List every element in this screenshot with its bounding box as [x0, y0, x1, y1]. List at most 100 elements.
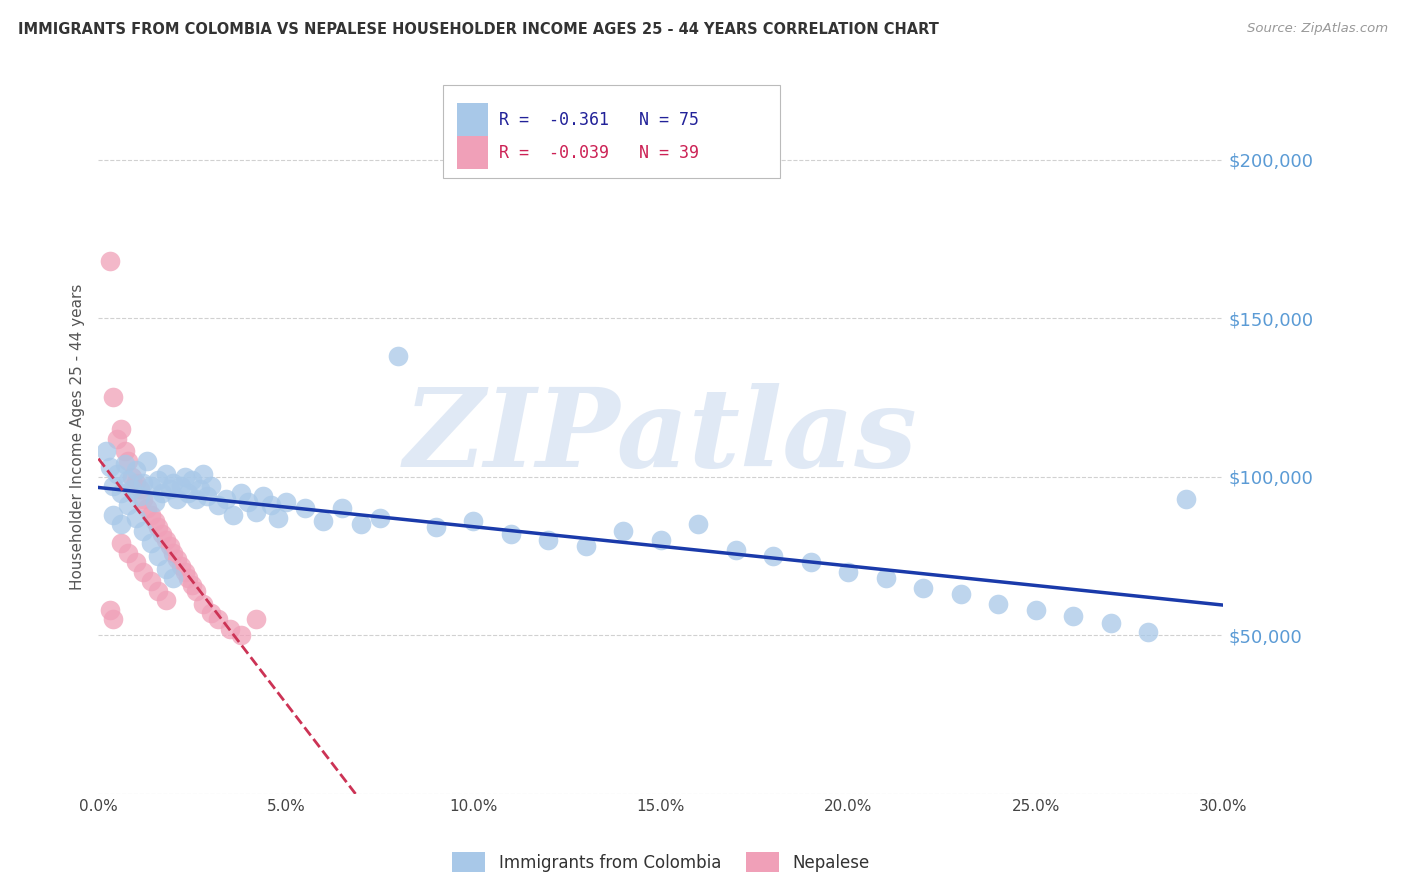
Point — [148, 549, 170, 563]
Point — [252, 489, 274, 503]
Point — [650, 533, 672, 548]
Point — [1025, 603, 1047, 617]
Point — [110, 485, 132, 500]
Point — [98, 460, 121, 475]
Point — [103, 479, 125, 493]
Point — [207, 498, 229, 512]
Point — [155, 593, 177, 607]
Text: R =  -0.361   N = 75: R = -0.361 N = 75 — [499, 111, 699, 128]
Point — [912, 581, 935, 595]
Point — [193, 467, 215, 481]
Point — [294, 501, 316, 516]
Point — [875, 571, 897, 585]
Point — [207, 612, 229, 626]
Point — [260, 498, 283, 512]
Point — [1137, 625, 1160, 640]
Point — [110, 536, 132, 550]
Point — [94, 444, 117, 458]
Point — [166, 552, 188, 566]
Point — [425, 520, 447, 534]
Point — [987, 597, 1010, 611]
Point — [139, 574, 162, 589]
Point — [181, 577, 204, 591]
Point — [117, 498, 139, 512]
Point — [159, 540, 181, 554]
Text: R =  -0.039   N = 39: R = -0.039 N = 39 — [499, 144, 699, 161]
Point — [148, 520, 170, 534]
Point — [150, 485, 173, 500]
Point — [132, 565, 155, 579]
Point — [1174, 491, 1197, 506]
Text: Source: ZipAtlas.com: Source: ZipAtlas.com — [1247, 22, 1388, 36]
Point — [181, 473, 204, 487]
Point — [229, 628, 252, 642]
Point — [800, 555, 823, 569]
Point — [200, 606, 222, 620]
Point — [170, 558, 193, 573]
Point — [150, 526, 173, 541]
Point — [103, 391, 125, 405]
Point — [148, 583, 170, 598]
Point — [125, 463, 148, 477]
Point — [387, 349, 409, 363]
Point — [98, 603, 121, 617]
Point — [949, 587, 972, 601]
Point — [238, 495, 260, 509]
Point — [117, 454, 139, 468]
Point — [170, 479, 193, 493]
Legend: Immigrants from Colombia, Nepalese: Immigrants from Colombia, Nepalese — [446, 846, 876, 879]
Point — [155, 533, 177, 548]
Point — [139, 536, 162, 550]
Point — [155, 467, 177, 481]
Point — [139, 479, 162, 493]
Point — [117, 546, 139, 560]
Text: IMMIGRANTS FROM COLOMBIA VS NEPALESE HOUSEHOLDER INCOME AGES 25 - 44 YEARS CORRE: IMMIGRANTS FROM COLOMBIA VS NEPALESE HOU… — [18, 22, 939, 37]
Point — [105, 432, 128, 446]
Point — [245, 612, 267, 626]
Point — [143, 495, 166, 509]
Point — [148, 473, 170, 487]
Point — [195, 489, 218, 503]
Point — [499, 526, 522, 541]
Point — [166, 491, 188, 506]
Point — [612, 524, 634, 538]
Point — [117, 473, 139, 487]
Point — [139, 508, 162, 522]
Point — [188, 483, 211, 497]
Point — [173, 565, 195, 579]
Point — [330, 501, 353, 516]
Point — [128, 489, 150, 503]
Y-axis label: Householder Income Ages 25 - 44 years: Householder Income Ages 25 - 44 years — [70, 284, 86, 591]
Point — [177, 485, 200, 500]
Point — [463, 514, 485, 528]
Point — [274, 495, 297, 509]
Point — [121, 469, 143, 483]
Point — [193, 597, 215, 611]
Point — [125, 555, 148, 569]
Point — [128, 483, 150, 497]
Point — [110, 517, 132, 532]
Point — [132, 491, 155, 506]
Point — [218, 622, 240, 636]
Point — [200, 479, 222, 493]
Text: ZIPatlas: ZIPatlas — [404, 384, 918, 491]
Point — [1099, 615, 1122, 630]
Point — [1062, 609, 1084, 624]
Point — [110, 422, 132, 436]
Point — [215, 491, 238, 506]
Point — [103, 508, 125, 522]
Point — [103, 612, 125, 626]
Point — [173, 469, 195, 483]
Point — [143, 514, 166, 528]
Point — [136, 454, 159, 468]
Point — [98, 254, 121, 268]
Point — [688, 517, 710, 532]
Point — [125, 476, 148, 491]
Point — [121, 483, 143, 497]
Point — [105, 467, 128, 481]
Point — [229, 485, 252, 500]
Point — [159, 483, 181, 497]
Point — [222, 508, 245, 522]
Point — [184, 491, 207, 506]
Point — [155, 562, 177, 576]
